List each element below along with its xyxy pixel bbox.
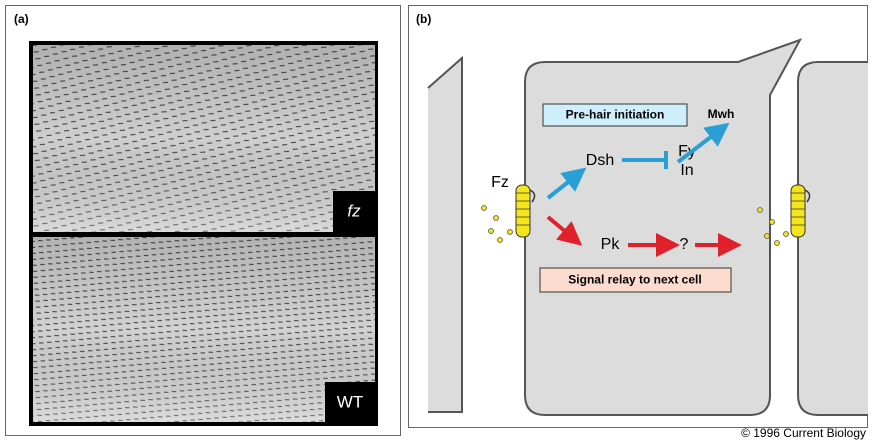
cell-right <box>798 62 868 415</box>
credit: © 1996 Current Biology <box>741 426 866 440</box>
cell-center <box>525 40 800 415</box>
node-label: In <box>680 162 693 179</box>
micrograph-shade <box>33 45 375 232</box>
panel-label: (b) <box>416 12 431 26</box>
node-label: ? <box>680 236 689 253</box>
figure: (a) fz WT (b) Pre-hair initiation Signal… <box>0 0 872 442</box>
node-label: Mwh <box>708 107 735 121</box>
cell-left <box>428 58 462 412</box>
panel-b: (b) Pre-hair initiation Signal relay to … <box>409 6 869 428</box>
micrograph-shade <box>33 237 375 422</box>
image-label: WT <box>337 392 363 411</box>
panel-a: (a) fz WT <box>6 6 401 436</box>
box-label: Pre-hair initiation <box>566 108 665 122</box>
box-label: Signal relay to next cell <box>568 273 701 287</box>
node-label: Fz <box>491 174 509 191</box>
node-label: Dsh <box>586 152 614 169</box>
panel-label: (a) <box>14 12 29 26</box>
image-label: fz <box>347 201 361 220</box>
node-label: Pk <box>601 236 621 253</box>
